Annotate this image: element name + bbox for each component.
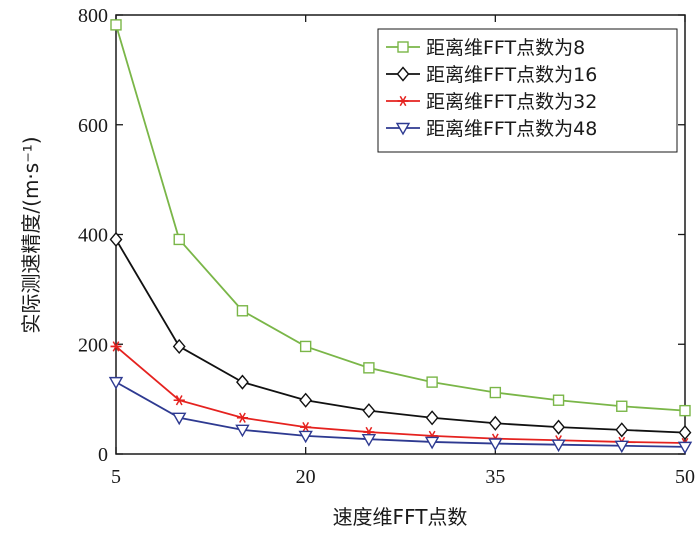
legend: 距离维FFT点数为8 距离维FFT点数为16 距离维FFT点数为32 距离维FFT点数… (377, 28, 678, 153)
data-point (299, 340, 312, 353)
data-point (426, 376, 438, 388)
series-line (115, 345, 686, 444)
data-point (236, 412, 248, 423)
data-point (108, 376, 124, 390)
series-layer (108, 19, 693, 455)
data-point (236, 305, 249, 317)
data-point (109, 231, 123, 248)
data-point (395, 122, 411, 136)
data-point (235, 424, 250, 438)
data-point (110, 341, 122, 352)
series-3 (110, 341, 691, 449)
data-point (677, 441, 693, 455)
data-point (110, 19, 122, 31)
data-point (172, 412, 187, 426)
series-line (115, 24, 686, 412)
legend-label: 距离维FFT点数为32 (426, 91, 597, 113)
legend-box (377, 28, 678, 153)
legend-label: 距离维FFT点数为8 (426, 37, 585, 59)
legend-label: 距离维FFT点数为48 (426, 118, 597, 140)
data-point (396, 66, 410, 82)
x-tick-label: 35 (485, 466, 505, 488)
data-point (397, 41, 409, 53)
axis-ticks: 0 200 400 600 800 5 20 35 50 (78, 5, 695, 488)
data-point (173, 233, 185, 246)
data-point (424, 436, 440, 450)
x-tick-label: 5 (111, 466, 121, 488)
series-2 (109, 231, 692, 441)
y-axis-title: 实际测速精度/(m·s⁻¹) (19, 136, 43, 333)
series-4 (108, 376, 693, 455)
data-point (679, 404, 691, 417)
data-point (300, 421, 312, 433)
data-point (552, 394, 565, 406)
data-point (173, 395, 185, 406)
data-point (678, 425, 692, 441)
data-point (488, 438, 503, 451)
data-point (397, 95, 409, 107)
data-point (551, 439, 566, 453)
data-point (614, 440, 629, 454)
series-line (115, 381, 686, 448)
legend-label: 距离维FFT点数为16 (426, 64, 597, 86)
x-tick-label: 50 (675, 466, 695, 488)
series-line (115, 238, 686, 434)
data-point (172, 338, 186, 355)
x-tick-label: 20 (296, 466, 316, 488)
y-tick-label: 800 (78, 5, 108, 27)
data-point (361, 433, 377, 447)
data-point (425, 410, 439, 426)
data-point (615, 422, 629, 438)
data-point (363, 362, 375, 374)
data-point (362, 403, 376, 419)
data-point (552, 419, 565, 435)
data-point (236, 374, 249, 390)
data-point (489, 386, 502, 399)
data-point (299, 392, 313, 408)
y-tick-label: 600 (78, 115, 108, 137)
series-1 (110, 19, 691, 417)
data-point (488, 415, 502, 431)
data-point (298, 430, 313, 444)
x-axis-title: 速度维FFT点数 (333, 505, 468, 529)
data-point (616, 400, 628, 412)
y-tick-label: 400 (78, 225, 108, 247)
y-tick-label: 0 (98, 444, 108, 466)
y-tick-label: 200 (78, 334, 108, 356)
